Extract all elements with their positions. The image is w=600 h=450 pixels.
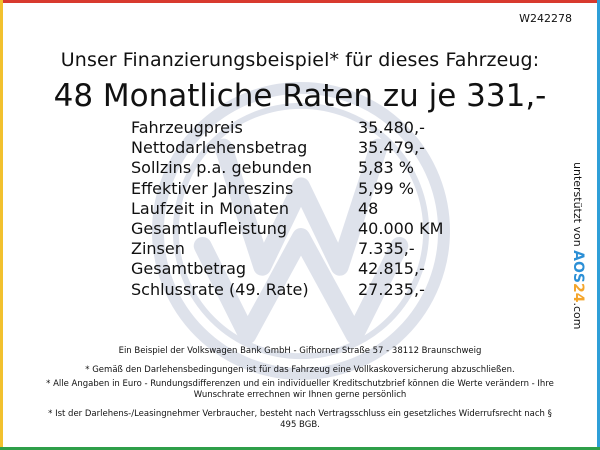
row-value: 7.335,- — [358, 239, 415, 259]
bottom-color-edge — [0, 447, 600, 450]
vehicle-code: W242278 — [519, 12, 572, 25]
brand-a-text: A — [570, 250, 586, 262]
brand-os-text: OS — [570, 261, 586, 283]
row-label: Gesamtbetrag — [131, 259, 247, 279]
row-label: Nettodarlehensbetrag — [131, 138, 308, 158]
right-color-edge — [597, 0, 600, 450]
brand-domain-text: .com — [571, 302, 584, 330]
row-value: 48 — [358, 198, 379, 218]
row-label: Laufzeit in Monaten — [131, 198, 290, 218]
lender-line: Ein Beispiel der Volkswagen Bank GmbH - … — [118, 346, 482, 356]
row-value: 35.480,- — [358, 118, 425, 137]
row-label: Fahrzeugpreis — [131, 118, 243, 137]
footnote-withdrawal: * Ist der Darlehens-/Leasingnehmer Verbr… — [48, 409, 552, 430]
support-prefix: unterstützt von — [571, 162, 584, 251]
row-label: Schlussrate (49. Rate) — [131, 279, 309, 299]
headline-rate: 48 Monatliche Raten zu je 331,- — [53, 78, 547, 114]
footnote-amounts: * Alle Angaben in Euro - Rundungsdiffere… — [46, 379, 554, 400]
row-label: Zinsen — [131, 239, 185, 259]
row-value: 35.479,- — [358, 138, 425, 158]
support-badge: unterstützt von AOS24.com — [570, 162, 586, 330]
left-color-edge — [0, 0, 3, 450]
row-label: Gesamtlaufleistung — [131, 218, 288, 238]
row-value: 42.815,- — [358, 259, 425, 279]
support-text: unterstützt von AOS24.com — [570, 162, 586, 330]
row-label: Sollzins p.a. gebunden — [131, 158, 313, 178]
brand-24-text: 24 — [570, 283, 586, 303]
headline-intro: Unser Finanzierungsbeispiel* für dieses … — [60, 49, 540, 71]
row-label: Effektiver Jahreszins — [131, 178, 294, 198]
row-value: 5,99 % — [358, 178, 414, 198]
vw-logo-watermark-icon — [152, 82, 450, 380]
row-value: 40.000 KM — [358, 218, 444, 238]
row-value: 5,83 % — [358, 158, 414, 178]
top-color-edge — [0, 0, 600, 3]
footnote-insurance: * Gemäß den Darlehensbedingungen ist für… — [85, 365, 515, 375]
row-value: 27.235,- — [358, 279, 425, 299]
